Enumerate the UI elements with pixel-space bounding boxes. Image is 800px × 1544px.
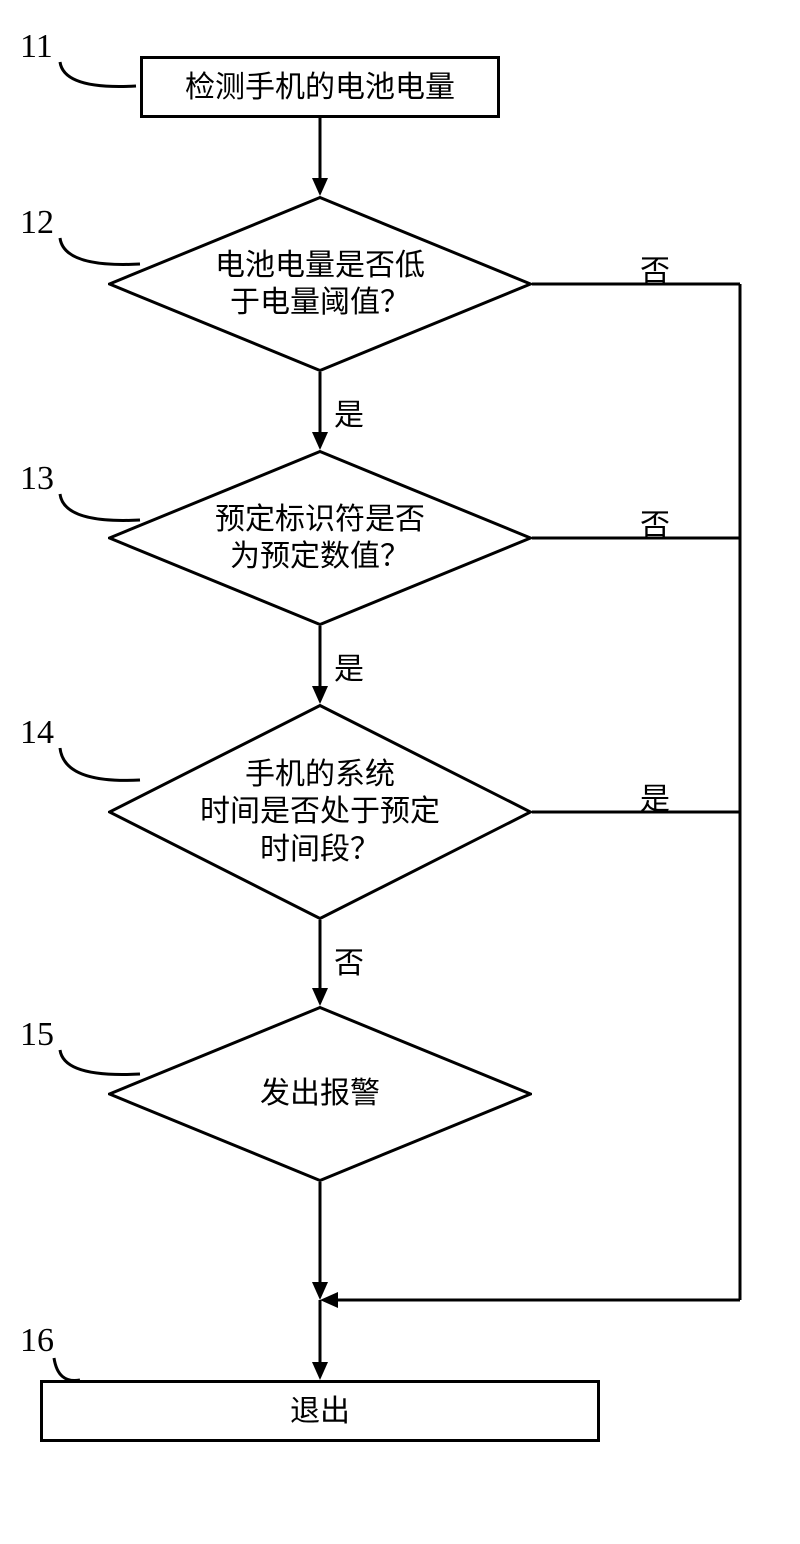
- node-text: 手机的系统 时间是否处于预定 时间段？: [108, 704, 532, 920]
- edge-label: 否: [334, 938, 364, 982]
- node-text: 检测手机的电池电量: [185, 68, 455, 107]
- step-number-12: 12: [20, 204, 54, 242]
- edge-label: 是: [334, 390, 364, 434]
- step-number-16: 16: [20, 1322, 54, 1360]
- flowchart-canvas: 检测手机的电池电量 11 电池电量是否低 于电量阈值？ 12 预定标识符是否 为预定数值…: [0, 0, 800, 1544]
- decision-n13: 预定标识符是否 为预定数值？: [108, 450, 532, 626]
- process-n16: 退出: [40, 1380, 600, 1442]
- decision-n14: 手机的系统 时间是否处于预定 时间段？: [108, 704, 532, 920]
- edge-label: 是: [640, 774, 670, 818]
- node-text: 电池电量是否低 于电量阈值？: [108, 196, 532, 372]
- edge-label: 是: [334, 644, 364, 688]
- decision-n12: 电池电量是否低 于电量阈值？: [108, 196, 532, 372]
- step-number-15: 15: [20, 1016, 54, 1054]
- edge-label: 否: [640, 246, 670, 290]
- process-n11: 检测手机的电池电量: [140, 56, 500, 118]
- edge-label: 否: [640, 500, 670, 544]
- step-number-11: 11: [20, 28, 53, 66]
- node-text: 预定标识符是否 为预定数值？: [108, 450, 532, 626]
- decision-n15: 发出报警: [108, 1006, 532, 1182]
- step-number-14: 14: [20, 714, 54, 752]
- node-text: 发出报警: [108, 1006, 532, 1182]
- node-text: 退出: [290, 1392, 350, 1431]
- step-number-13: 13: [20, 460, 54, 498]
